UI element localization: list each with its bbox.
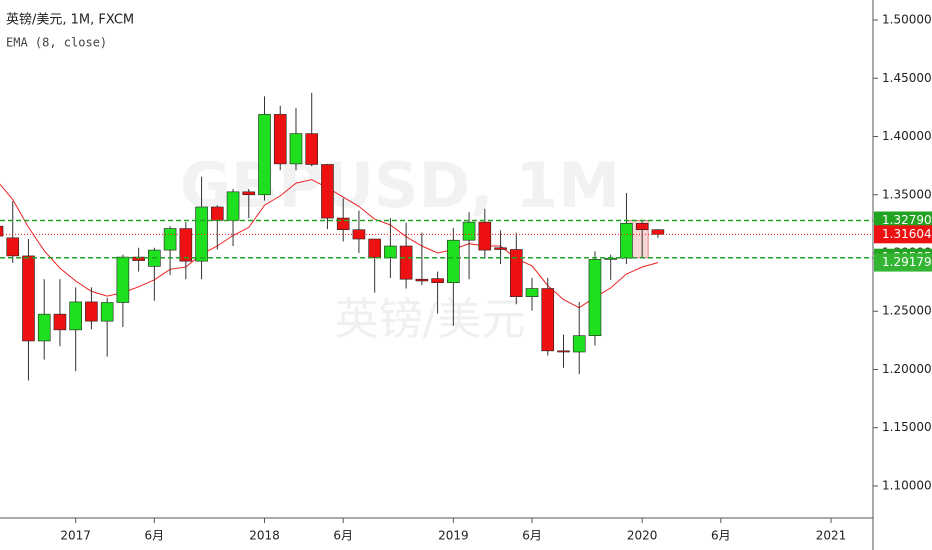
candle-body [384, 245, 397, 258]
candle-body [525, 288, 539, 297]
y-tick-label: 1.25000 [882, 304, 932, 318]
candle-body [447, 239, 460, 284]
candle-body [22, 255, 35, 342]
candle-body [305, 133, 319, 165]
candle-body [321, 164, 334, 219]
price-label-bg [874, 253, 932, 272]
candle-body [478, 221, 492, 251]
indicator-label: EMA (8, close) [6, 36, 107, 50]
candle-body [415, 278, 429, 282]
watermark-text: GBPUSD, 1M [180, 149, 620, 222]
watermark-text: 英镑/美元 [335, 294, 526, 345]
candle-body [37, 313, 51, 342]
y-tick-label: 1.35000 [882, 187, 932, 201]
candle-body [179, 228, 193, 262]
y-tick-label: 1.15000 [882, 420, 932, 434]
candle-body [85, 301, 98, 322]
candle-body [258, 114, 271, 196]
y-tick-label: 1.20000 [882, 362, 932, 376]
price-label-bg [874, 225, 932, 244]
x-tick-label: 2017 [60, 529, 91, 543]
candle-body [620, 222, 633, 259]
price-label: 1.32790 [882, 213, 932, 227]
candle-body [100, 302, 114, 322]
chart-title: 英镑/美元, 1M, FXCM [6, 12, 134, 28]
candle-body [6, 237, 20, 257]
candle-body [399, 245, 413, 280]
x-tick-label: 6月 [711, 529, 731, 543]
candle-body [163, 228, 177, 251]
x-tick-label: 2020 [627, 529, 658, 543]
candle-body [494, 247, 507, 250]
price-label: 1.29179 [882, 255, 932, 269]
y-tick-label: 1.45000 [882, 71, 932, 85]
candle-body [336, 217, 350, 231]
candle-body [211, 206, 224, 221]
candle-body [431, 278, 444, 284]
x-tick-label: 2018 [249, 529, 280, 543]
candle-body [69, 301, 82, 331]
candle-body [635, 222, 649, 231]
x-tick-label: 6月 [145, 529, 165, 543]
candle-body [509, 249, 523, 297]
price-label: 1.31604 [882, 227, 932, 241]
candle-body [541, 288, 555, 352]
x-tick-label: 2019 [438, 529, 469, 543]
price-label-bg [874, 211, 932, 230]
y-tick-label: 1.10000 [882, 478, 932, 492]
candle-body [368, 238, 381, 258]
x-tick-label: 6月 [522, 529, 542, 543]
candle-body [588, 259, 602, 337]
candle-body [116, 256, 130, 303]
candle-body [53, 313, 67, 331]
x-tick-label: 6月 [333, 529, 353, 543]
y-tick-label: 1.50000 [882, 13, 932, 27]
candle-body [352, 229, 366, 240]
candle-body [289, 133, 303, 165]
x-tick-label: 2021 [816, 529, 847, 543]
candle-body [226, 191, 240, 221]
candle-body [273, 114, 287, 165]
candle-body [242, 191, 256, 196]
candle-body [572, 335, 586, 353]
y-tick-label: 1.40000 [882, 129, 932, 143]
candle-body [462, 221, 476, 241]
candle-body [651, 229, 665, 235]
candle-body [557, 350, 570, 353]
watermark-group: GBPUSD, 1M 英镑/美元 [180, 149, 620, 345]
candle-body [0, 225, 4, 237]
